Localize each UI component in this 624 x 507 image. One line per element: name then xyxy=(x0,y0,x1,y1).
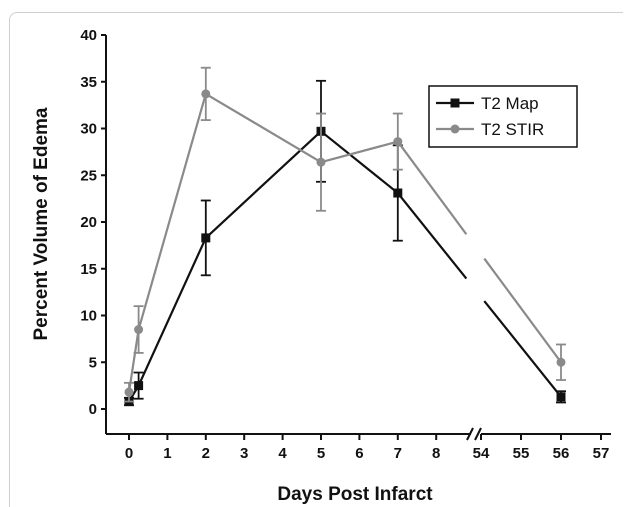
x-tick-label: 56 xyxy=(553,445,570,462)
y-tick-label: 30 xyxy=(80,121,97,138)
legend-label: T2 Map xyxy=(481,94,539,113)
data-point xyxy=(316,157,326,167)
series-line xyxy=(396,192,468,280)
x-tick-label: 54 xyxy=(473,445,490,462)
series-line xyxy=(483,257,562,363)
legend-marker xyxy=(450,98,460,108)
series-t2-stir xyxy=(124,66,566,403)
data-point xyxy=(393,188,403,198)
data-point xyxy=(556,392,566,402)
series-line xyxy=(137,237,207,387)
x-tick-label: 2 xyxy=(202,445,210,462)
series-line xyxy=(205,92,322,164)
axis-break-mark xyxy=(466,427,474,441)
series-line xyxy=(483,300,562,398)
legend-marker xyxy=(450,124,460,134)
y-tick-label: 0 xyxy=(89,401,97,418)
legend-label: T2 STIR xyxy=(481,120,544,139)
legend-box xyxy=(428,85,578,148)
data-point xyxy=(201,233,211,243)
y-axis-title: Percent Volume of Edema xyxy=(31,107,52,340)
axis-break-mark xyxy=(474,427,482,441)
series-line xyxy=(320,130,399,194)
x-tick-label: 4 xyxy=(278,445,287,462)
series-line xyxy=(320,140,399,164)
series-line xyxy=(137,93,207,330)
x-tick-label: 6 xyxy=(355,445,363,462)
legend: T2 Map T2 STIR xyxy=(428,85,578,148)
series-line xyxy=(396,140,468,235)
x-tick-label: 8 xyxy=(432,445,440,462)
data-point xyxy=(134,325,144,335)
data-point xyxy=(556,357,566,367)
data-point xyxy=(134,381,144,391)
y-tick-label: 20 xyxy=(80,214,97,231)
data-point xyxy=(124,387,134,397)
y-tick-label: 5 xyxy=(89,354,97,371)
x-tick-label: 1 xyxy=(163,445,171,462)
series-t2-map xyxy=(124,79,566,407)
y-tick-label: 25 xyxy=(80,167,97,184)
x-tick-label: 3 xyxy=(240,445,248,462)
y-tick-label: 10 xyxy=(80,308,97,325)
y-tick-label: 15 xyxy=(80,261,97,278)
series-line xyxy=(205,130,322,239)
data-point xyxy=(393,137,403,147)
y-tick-label: 40 xyxy=(80,27,97,44)
data-point xyxy=(201,89,211,99)
figure-frame xyxy=(9,12,623,507)
series-layer xyxy=(124,66,566,407)
x-tick-label: 5 xyxy=(317,445,325,462)
x-tick-label: 55 xyxy=(513,445,530,462)
x-tick-label: 57 xyxy=(593,445,610,462)
series-line xyxy=(127,329,140,393)
x-axis-title: Days Post Infarct xyxy=(277,484,433,505)
x-tick-label: 0 xyxy=(125,445,133,462)
x-tick-label: 7 xyxy=(394,445,402,462)
y-tick-label: 35 xyxy=(80,74,97,91)
